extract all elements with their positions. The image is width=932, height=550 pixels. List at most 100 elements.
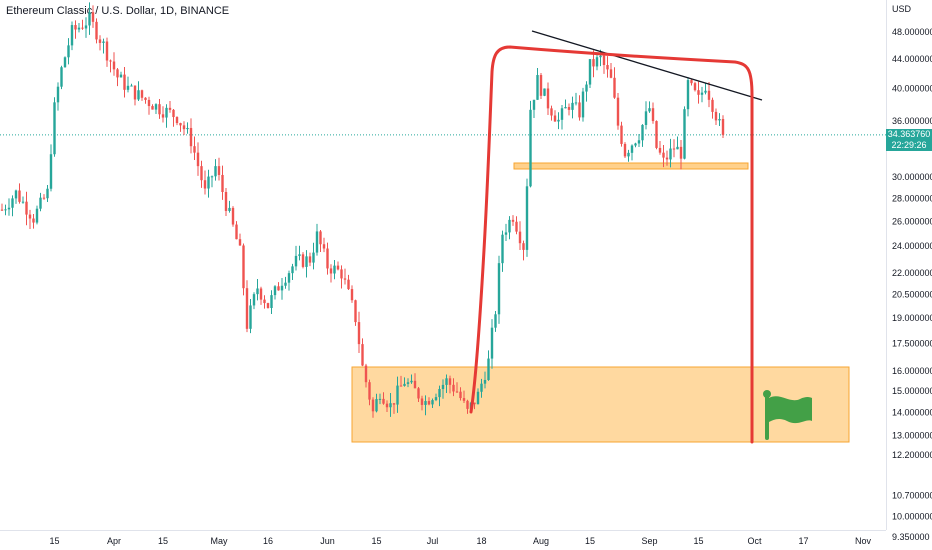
- candle-body: [25, 201, 28, 215]
- candle-body: [32, 218, 35, 223]
- candle-body: [382, 398, 385, 404]
- candle-body: [357, 322, 361, 345]
- candle-body: [329, 268, 333, 274]
- time-tick-label: 18: [476, 536, 486, 546]
- candle-body: [133, 85, 137, 100]
- candle-body: [539, 75, 543, 96]
- candle-body: [550, 108, 553, 116]
- candle-body: [644, 111, 648, 125]
- candle-body: [564, 107, 567, 109]
- candle-body: [245, 288, 249, 329]
- price-tick-label: 19.000000: [892, 313, 932, 323]
- price-tick-label: 10.000000: [892, 511, 932, 521]
- candle-body: [560, 108, 564, 120]
- candle-body: [417, 388, 420, 399]
- candle-body: [655, 121, 658, 148]
- time-tick-label: 15: [371, 536, 381, 546]
- candle-body: [151, 106, 154, 110]
- candle-body: [49, 154, 53, 189]
- candle-body: [217, 166, 221, 175]
- candle-body: [683, 109, 686, 159]
- candle-body: [553, 115, 557, 122]
- candle-body: [207, 176, 210, 189]
- candle-body: [718, 118, 721, 121]
- candle-body: [263, 299, 266, 304]
- candle-body: [277, 286, 280, 291]
- candle-body: [4, 209, 7, 211]
- support-zone-upper: [513, 162, 749, 170]
- candle-body: [224, 191, 228, 211]
- candle-body: [0, 209, 4, 211]
- candle-body: [627, 152, 630, 157]
- candle-body: [147, 99, 151, 107]
- candle-body: [231, 207, 235, 225]
- candle-body: [182, 125, 186, 130]
- candle-body: [179, 123, 182, 126]
- price-tick-label: 15.000000: [892, 386, 932, 396]
- time-tick-label: 15: [585, 536, 595, 546]
- candle-body: [721, 118, 725, 135]
- candle-body: [200, 166, 203, 181]
- candle-body: [452, 384, 455, 392]
- candle-body: [368, 382, 371, 400]
- candle-body: [312, 252, 315, 263]
- candle-body: [60, 67, 63, 87]
- candle-body: [350, 289, 354, 301]
- candle-body: [238, 239, 242, 246]
- price-tick-label: 30.000000: [892, 172, 932, 182]
- candle-body: [109, 60, 112, 62]
- candle-body: [707, 90, 711, 100]
- candle-body: [53, 102, 56, 155]
- candle-body: [11, 198, 14, 208]
- price-tick-label: 16.000000: [892, 366, 932, 376]
- candle-body: [679, 146, 683, 159]
- price-axis-labels: 48.000000 44.000000 40.000000 36.000000 30.0…: [892, 27, 932, 542]
- time-tick-label: Nov: [855, 536, 872, 546]
- candle-body: [221, 174, 224, 192]
- drawings-layer: [469, 30, 812, 444]
- candle-body: [119, 74, 123, 78]
- time-tick-label: Oct: [747, 536, 762, 546]
- candle-body: [511, 219, 515, 222]
- candle-body: [336, 265, 340, 270]
- candle-body: [259, 288, 263, 300]
- candle-body: [508, 219, 511, 233]
- candle-body: [480, 383, 483, 392]
- candle-body: [487, 358, 490, 380]
- candle-body: [462, 398, 466, 401]
- candle-body: [669, 148, 672, 160]
- candle-body: [140, 90, 144, 98]
- candle-body: [599, 55, 602, 58]
- candle-body: [298, 254, 301, 256]
- candle-body: [333, 265, 336, 274]
- candle-body: [501, 234, 504, 264]
- price-tick-label: 28.000000: [892, 193, 932, 203]
- candle-body: [364, 365, 368, 383]
- candle-body: [403, 383, 406, 386]
- candle-body: [242, 245, 245, 289]
- candle-body: [483, 379, 487, 384]
- candle-body: [291, 266, 294, 274]
- flag-pole-knob: [763, 390, 771, 398]
- time-tick-label: May: [210, 536, 228, 546]
- candle-body: [690, 80, 693, 84]
- candle-body: [193, 146, 196, 153]
- candle-body: [620, 125, 623, 144]
- candle-body: [175, 117, 179, 124]
- candle-body: [21, 201, 25, 203]
- candle-body: [543, 88, 546, 96]
- candle-body: [434, 397, 438, 401]
- trendline: [531, 30, 763, 101]
- candle-body: [7, 207, 11, 210]
- candle-body: [497, 263, 501, 315]
- candle-body: [714, 111, 718, 121]
- candle-body: [389, 403, 392, 408]
- candle-body: [46, 188, 49, 199]
- candle-body: [609, 69, 613, 78]
- candle-body: [473, 402, 476, 405]
- candle-body: [340, 269, 343, 279]
- candle-body: [301, 254, 305, 267]
- candle-body: [494, 314, 497, 328]
- candle-body: [378, 398, 382, 400]
